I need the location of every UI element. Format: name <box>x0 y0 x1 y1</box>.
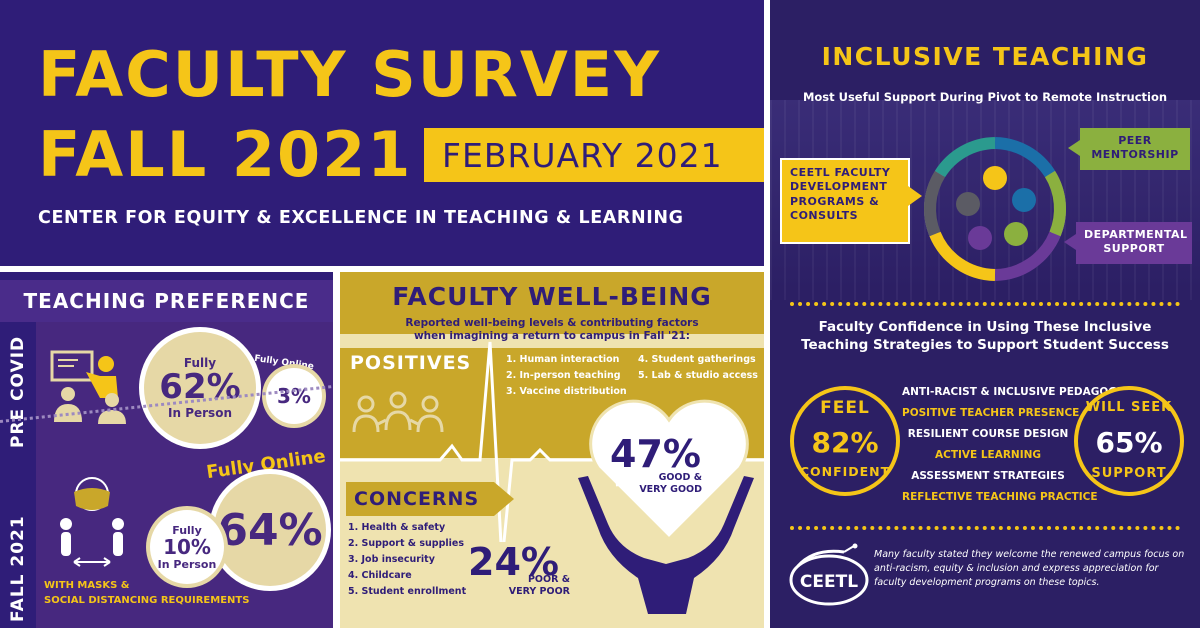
label-line: POOR & <box>527 574 570 585</box>
masked-people-icon <box>60 477 124 567</box>
list-item: 2. In-person teaching <box>506 370 621 381</box>
label-line: GOOD & <box>658 472 702 483</box>
pre-covid-in-person-disk: Fully 62% In Person <box>144 332 256 444</box>
caption-line: WITH MASKS & <box>44 580 130 591</box>
inclusive-teaching-panel: INCLUSIVE TEACHING Most Useful Support D… <box>770 0 1200 628</box>
good-well-being-label: GOOD & VERY GOOD <box>636 472 702 497</box>
list-item: 4. Childcare <box>348 570 412 581</box>
will-seek-support-badge: WILL SEEK 65% SUPPORT <box>1074 386 1184 496</box>
will-seek-support-percent: 65% <box>1095 426 1163 459</box>
pre-covid-in-person-percent: 62% <box>159 367 241 408</box>
strategy-item: REFLECTIVE TEACHING PRACTICE <box>902 491 1098 503</box>
classroom-icon <box>50 350 126 424</box>
confidence-heading-line: Faculty Confidence in Using These Inclus… <box>818 319 1152 335</box>
logo-text: CEETL <box>800 572 858 592</box>
good-well-being-percent: 47% <box>610 432 701 476</box>
period-sidebar <box>0 322 36 628</box>
fall-in-person-disk: Fully 10% In Person <box>150 510 224 584</box>
positives-list: 4. Student gatherings 5. Lab & studio ac… <box>638 352 758 384</box>
teaching-preference-panel: TEACHING PREFERENCE PRE COVID FALL 2021 … <box>0 272 333 628</box>
well-being-title: FACULTY WELL-BEING <box>392 282 712 311</box>
bubble-text: SUPPORT <box>1103 242 1165 256</box>
bubble-text: CEETL FACULTY <box>790 166 891 179</box>
disk-label: In Person <box>168 405 232 420</box>
faculty-well-being-panel: FACULTY WELL-BEING Reported well-being l… <box>340 272 764 628</box>
inclusive-teaching-title: INCLUSIVE TEACHING <box>821 42 1149 71</box>
fall-online-percent: 64% <box>217 504 323 556</box>
heartbeat-line-icon <box>340 341 764 542</box>
badge-bottom-word: SUPPORT <box>1091 466 1167 481</box>
bubble-text: DEVELOPMENT <box>790 180 888 194</box>
closing-note: Many faculty stated they welcome the ren… <box>874 549 1185 588</box>
bubble-text: DEPARTMENTAL <box>1084 228 1188 241</box>
pre-covid-online-percent: 3% <box>277 384 311 408</box>
joined-hands-circle-icon <box>924 137 1066 281</box>
confidence-heading: Faculty Confidence in Using These Inclus… <box>770 318 1200 354</box>
subtitle-line: when imagining a return to campus in Fal… <box>413 330 691 343</box>
badge-bottom-word: CONFIDENT <box>799 464 891 479</box>
dotted-divider <box>790 526 1180 530</box>
list-item: 4. Student gatherings <box>638 354 756 365</box>
pre-covid-online-disk: 3% <box>266 368 322 424</box>
disk-label: Fully <box>183 356 217 371</box>
fall-online-disk: 64% <box>214 474 326 586</box>
strategy-item: RESILIENT COURSE DESIGN <box>907 428 1069 440</box>
feel-confident-badge: FEEL 82% CONFIDENT <box>790 386 900 496</box>
list-item: 5. Lab & studio access <box>638 370 758 381</box>
strategy-item: ANTI-RACIST & INCLUSIVE PEDAGOGIES <box>902 386 1136 398</box>
concerns-label: CONCERNS <box>346 482 514 516</box>
heart-icon <box>589 399 749 542</box>
support-subtitle: Most Useful Support During Pivot to Remo… <box>802 90 1168 104</box>
badge-top-word: FEEL <box>820 398 870 418</box>
list-item: 3. Vaccine distribution <box>506 386 627 397</box>
departmental-support-bubble: DEPARTMENTAL SUPPORT <box>1064 222 1192 264</box>
bubble-text: PROGRAMS & <box>790 194 880 208</box>
poor-well-being-label: POOR & VERY POOR <box>496 574 570 599</box>
list-item: 1. Health & safety <box>348 522 446 533</box>
masks-caption: WITH MASKS & SOCIAL DISTANCING REQUIREME… <box>44 578 249 608</box>
poor-well-being-percent: 24% <box>468 540 559 584</box>
strategy-item: POSITIVE TEACHER PRESENCE <box>902 407 1080 419</box>
well-being-subtitle: Reported well-being levels & contributin… <box>340 317 764 343</box>
list-item: 1. Human interaction <box>506 354 620 365</box>
list-item: 5. Student enrollment <box>348 586 467 597</box>
organization-name: CENTER FOR EQUITY & EXCELLENCE IN TEACHI… <box>38 208 684 228</box>
survey-term: FALL 2021 <box>38 118 413 191</box>
supporting-hands-icon <box>578 476 754 614</box>
label-line: VERY POOR <box>508 586 570 598</box>
bubble-text: PEER <box>1118 134 1152 147</box>
bubble-text: CONSULTS <box>790 208 859 222</box>
positives-label: POSITIVES <box>350 352 472 374</box>
subtitle-line: Reported well-being levels & contributin… <box>405 317 699 329</box>
survey-date-band: FEBRUARY 2021 <box>424 128 764 182</box>
list-item: 3. Job insecurity <box>348 554 435 565</box>
list-item: 2. Support & supplies <box>348 538 465 549</box>
dotted-divider <box>790 302 1180 306</box>
ceetl-support-bubble: CEETL FACULTY DEVELOPMENT PROGRAMS & CON… <box>780 158 922 244</box>
fall-in-person-percent: 10% <box>163 534 211 559</box>
strategy-list: ANTI-RACIST & INCLUSIVE PEDAGOGIES POSIT… <box>902 382 1136 508</box>
strategy-item: ACTIVE LEARNING <box>934 449 1042 461</box>
survey-title: FACULTY SURVEY <box>38 38 662 111</box>
people-group-icon <box>352 391 444 433</box>
fall-2021-label: FALL 2021 <box>8 515 28 622</box>
strategy-item: ASSESSMENT STRATEGIES <box>911 470 1065 482</box>
label-line: VERY GOOD <box>639 484 702 496</box>
confidence-heading-line: Teaching Strategies to Support Student S… <box>801 337 1169 354</box>
teaching-preference-title: TEACHING PREFERENCE <box>0 280 333 322</box>
feel-confident-percent: 82% <box>811 426 879 459</box>
pre-covid-label: PRE COVID <box>8 335 28 448</box>
caption-line: SOCIAL DISTANCING REQUIREMENTS <box>44 595 250 606</box>
concerns-list: 1. Health & safety 2. Support & supplies… <box>348 520 466 600</box>
peer-mentorship-bubble: PEER MENTORSHIP <box>1068 128 1190 170</box>
disk-label: In Person <box>157 557 217 571</box>
positives-list: 1. Human interaction 2. In-person teachi… <box>506 352 627 400</box>
bubble-text: MENTORSHIP <box>1091 148 1179 162</box>
disk-label: Fully <box>172 523 202 537</box>
survey-date: FEBRUARY 2021 <box>442 135 723 175</box>
badge-top-word: WILL SEEK <box>1085 400 1173 415</box>
well-being-header-band <box>340 272 764 334</box>
title-panel: FACULTY SURVEY FALL 2021 FEBRUARY 2021 C… <box>0 0 764 266</box>
ceetl-logo-icon: CEETL <box>789 543 869 606</box>
